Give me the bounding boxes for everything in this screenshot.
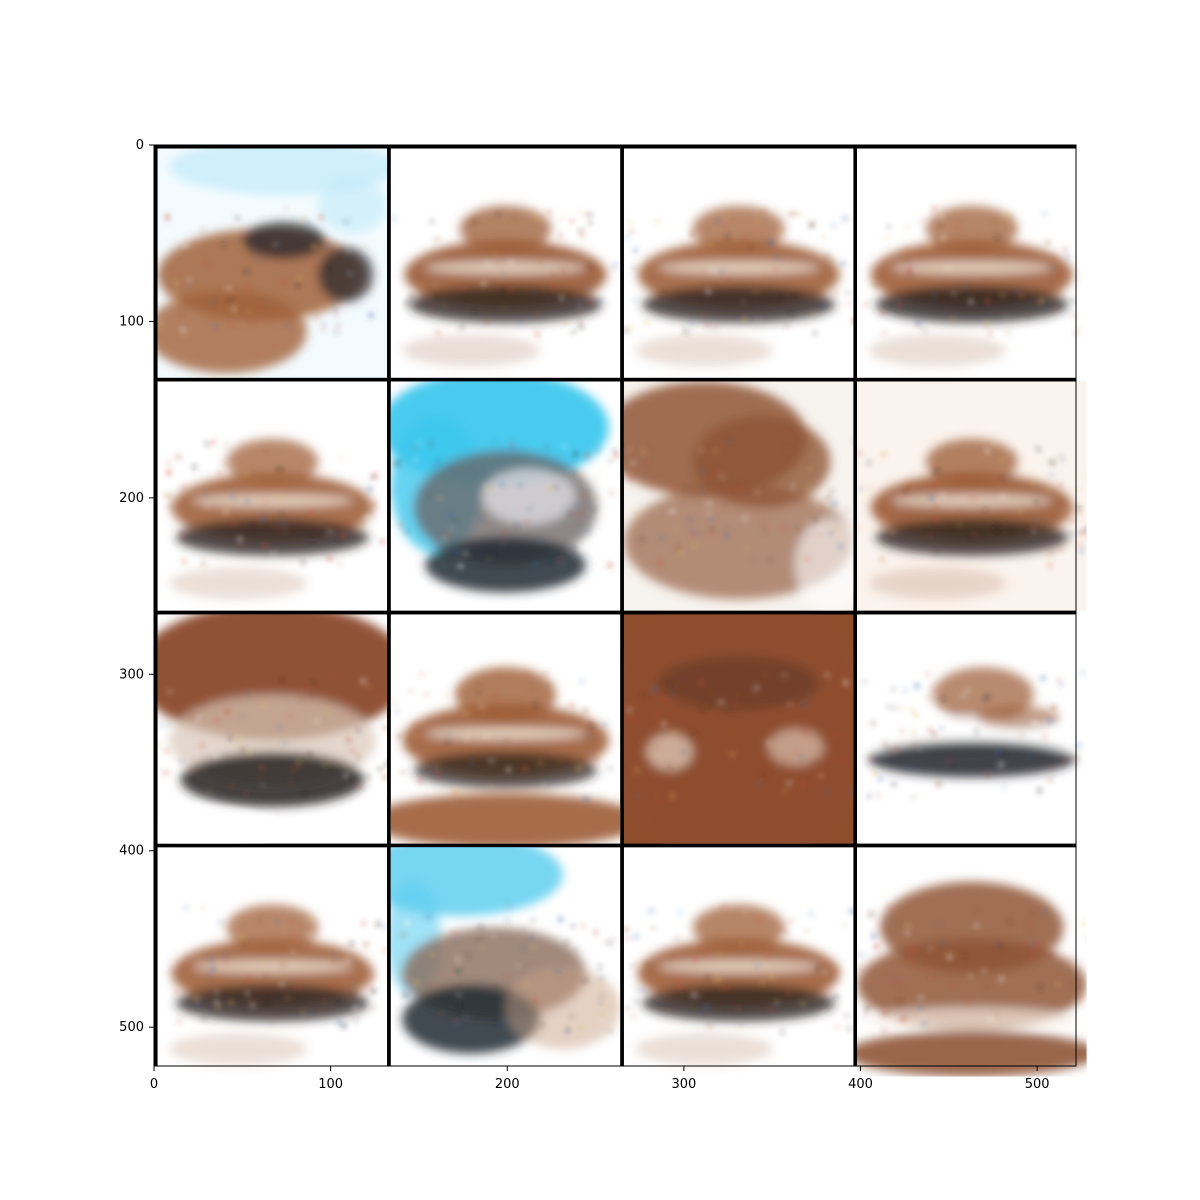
generated-image-tile-r2-c1 [390, 614, 621, 844]
x-tick-label: 400 [848, 1077, 873, 1092]
generated-image-tile-r0-c0 [157, 148, 388, 378]
axes: 0 100 200 300 400 500 0 100 200 300 400 500 [119, 138, 1077, 1092]
y-tick-label: 400 [119, 844, 144, 859]
generated-image-tile-r2-c2 [623, 614, 854, 844]
x-tick-label: 200 [495, 1077, 520, 1092]
x-tick-label: 300 [671, 1077, 696, 1092]
y-tick-label: 500 [119, 1020, 144, 1035]
generated-image-tile-r2-c3 [856, 614, 1087, 844]
generated-image-tile-r2-c0 [157, 614, 388, 844]
x-tick-label: 0 [150, 1077, 158, 1092]
generated-image-tile-r0-c1 [390, 148, 621, 378]
generated-image-tile-r1-c3 [856, 381, 1087, 611]
generated-image-tile-r3-c0 [157, 847, 388, 1077]
axes-frame [153, 144, 1077, 1067]
generated-image-tile-r1-c1 [390, 381, 621, 611]
x-tick-label: 100 [318, 1077, 343, 1092]
x-tick-label: 500 [1025, 1077, 1050, 1092]
y-tick-label: 100 [119, 314, 144, 329]
y-tick-label: 0 [136, 138, 144, 153]
generated-image-tile-r0-c2 [623, 148, 854, 378]
generated-image-tile-r1-c0 [157, 381, 388, 611]
generated-image-tile-r3-c1 [390, 847, 621, 1077]
generated-image-tile-r1-c2 [623, 381, 854, 611]
generated-image-tile-r0-c3 [856, 148, 1087, 378]
y-tick-label: 300 [119, 667, 144, 682]
generated-image-tile-r3-c3 [856, 847, 1087, 1077]
y-tick-label: 200 [119, 491, 144, 506]
image-grid [154, 145, 1087, 1077]
generated-image-tile-r3-c2 [623, 847, 854, 1077]
